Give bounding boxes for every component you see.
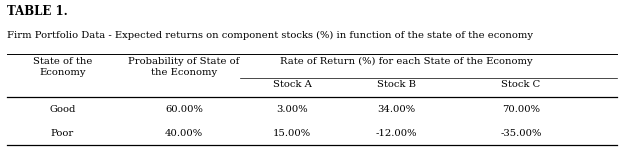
Text: 40.00%: 40.00% xyxy=(165,129,203,138)
Text: Poor: Poor xyxy=(51,129,74,138)
Text: 70.00%: 70.00% xyxy=(502,105,540,114)
Text: Probability of State of
the Economy: Probability of State of the Economy xyxy=(129,57,240,77)
Text: 60.00%: 60.00% xyxy=(165,105,203,114)
Text: TABLE 1.: TABLE 1. xyxy=(7,5,68,18)
Text: Rate of Return (%) for each State of the Economy: Rate of Return (%) for each State of the… xyxy=(280,57,533,66)
Text: Good: Good xyxy=(49,105,76,114)
Text: Firm Portfolio Data - Expected returns on component stocks (%) in function of th: Firm Portfolio Data - Expected returns o… xyxy=(7,31,534,40)
Text: Stock A: Stock A xyxy=(273,80,311,89)
Text: Stock B: Stock B xyxy=(377,80,416,89)
Text: 3.00%: 3.00% xyxy=(276,105,308,114)
Text: -35.00%: -35.00% xyxy=(500,129,542,138)
Text: Stock C: Stock C xyxy=(502,80,540,89)
Text: -12.00%: -12.00% xyxy=(376,129,417,138)
Text: 34.00%: 34.00% xyxy=(377,105,416,114)
Text: State of the
Economy: State of the Economy xyxy=(32,57,92,77)
Text: 15.00%: 15.00% xyxy=(273,129,311,138)
